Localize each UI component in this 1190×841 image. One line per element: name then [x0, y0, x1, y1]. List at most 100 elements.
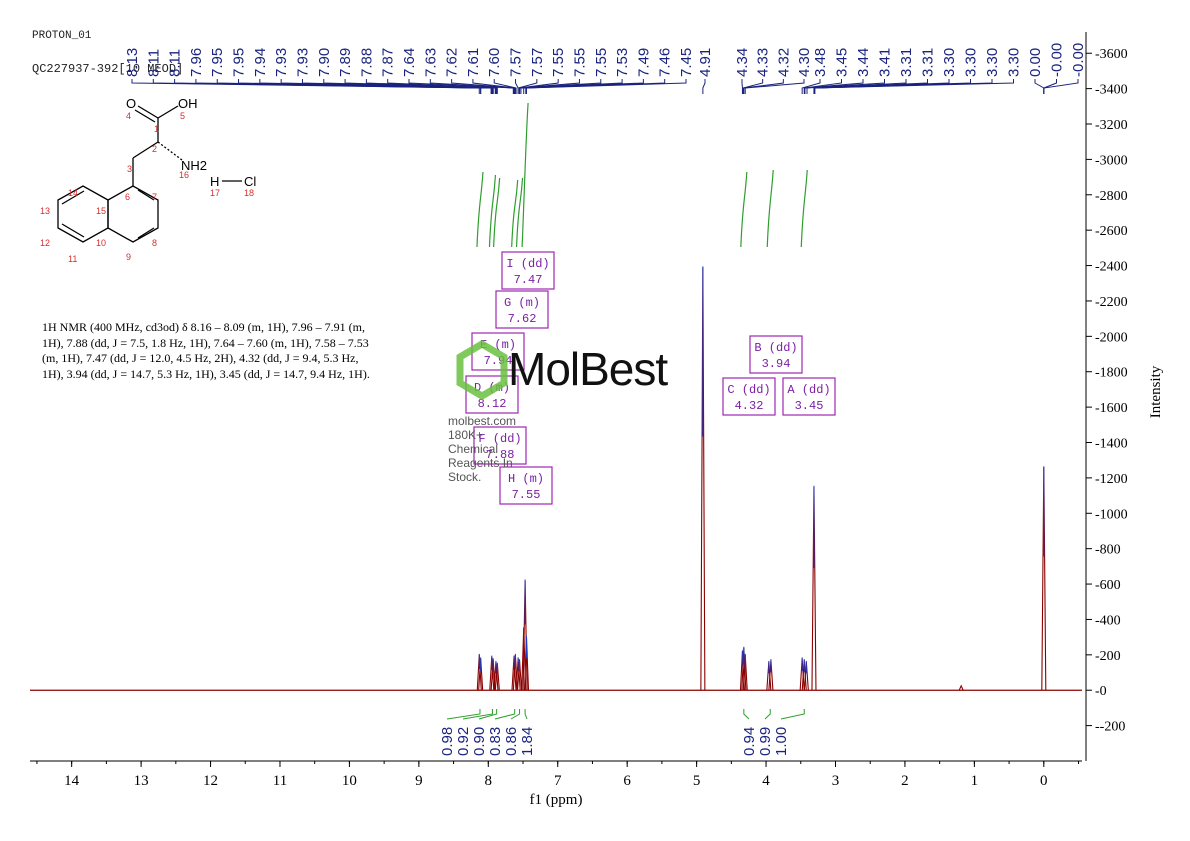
- multiplet-shift: 7.88: [486, 448, 515, 462]
- x-axis: 14 13 12 11 10 9 8 7 6 5 4 3 2 1 0 f1 (ppm): [30, 760, 1082, 808]
- peak-label: -0.00: [1070, 43, 1087, 77]
- x-tick-label: 9: [415, 773, 423, 789]
- integral-bracket: [462, 709, 493, 720]
- y-tick-label: -2400: [1095, 260, 1128, 275]
- nmr-description: 1H NMR (400 MHz, cd3od) δ 8.16 – 8.09 (m…: [42, 320, 370, 381]
- integral-value: 0.86: [503, 727, 520, 756]
- integral-value: 1.00: [773, 727, 790, 756]
- peak-label: 3.30: [984, 48, 1001, 77]
- peak-label-leader: [429, 79, 515, 94]
- integral-curve: [800, 169, 808, 248]
- peak-label: 7.53: [614, 48, 631, 77]
- y-tick-label: -1000: [1095, 507, 1128, 522]
- chemical-structure: O OH NH2 H Cl 1 2 3 4 5 6 7 8 9 10 11 12…: [40, 96, 256, 264]
- multiplet-label: E (m): [480, 338, 516, 352]
- atom-number: 10: [96, 238, 106, 248]
- peak-label: 3.30: [963, 48, 980, 77]
- atom-number: 12: [40, 238, 50, 248]
- atom-number: 16: [179, 170, 189, 180]
- atom-number: 15: [96, 206, 106, 216]
- peak-label-leader: [806, 79, 885, 94]
- integral-value: 0.92: [455, 727, 472, 756]
- peak-label-leader: [408, 79, 514, 94]
- peak-label: 7.55: [550, 48, 567, 77]
- multiplet-shift: 4.32: [735, 399, 764, 413]
- peak-label: 7.90: [316, 48, 333, 77]
- integral-bracket: [764, 709, 771, 720]
- x-tick-label: 8: [485, 773, 493, 789]
- peak-label-leader: [472, 79, 516, 94]
- integral-value: 1.84: [519, 727, 536, 756]
- integral-bracket: [510, 709, 521, 720]
- x-tick-label: 7: [554, 773, 562, 789]
- integral-curve: [515, 177, 524, 248]
- multiplet-box: F (dd) 7.88: [473, 426, 527, 465]
- peak-label: 8.11: [145, 49, 162, 77]
- integral-values: 0.98 0.92 0.90 0.83 0.86 1.84 0.94 0.99 1.00: [439, 709, 805, 756]
- peak-label: 4.32: [775, 48, 792, 77]
- integral-bracket: [780, 709, 805, 720]
- peak-label: 3.45: [834, 48, 851, 77]
- peak-label: 7.45: [678, 48, 695, 77]
- atom-number: 17: [210, 188, 220, 198]
- atom-number: 18: [244, 188, 254, 198]
- x-tick-label: 14: [64, 773, 80, 789]
- x-tick-label: 6: [623, 773, 631, 789]
- y-tick-label: --200: [1095, 720, 1125, 735]
- x-tick-label: 13: [134, 773, 149, 789]
- x-tick-label: 3: [832, 773, 840, 789]
- y-tick-label: -0: [1095, 684, 1107, 699]
- peak-label: 7.63: [422, 48, 439, 77]
- peak-label-leader: [803, 79, 842, 94]
- atom-number: 1: [154, 124, 159, 134]
- peak-label: 7.95: [209, 48, 226, 77]
- integral-bracket: [446, 709, 481, 720]
- peak-label: 7.96: [188, 48, 205, 77]
- peak-label: 4.30: [796, 48, 813, 77]
- multiplet-label: A (dd): [787, 383, 830, 397]
- integral-value: 0.98: [439, 727, 456, 756]
- y-tick-label: -1400: [1095, 437, 1128, 452]
- y-tick-label: -1600: [1095, 401, 1128, 416]
- multiplet-box: I (dd) 7.47: [501, 251, 555, 290]
- multiplet-label: F (dd): [478, 432, 521, 446]
- sample-name: QC227937-392[10 MEOD]: [32, 62, 184, 76]
- atom-number: 2: [152, 144, 157, 154]
- integral-curve: [740, 171, 748, 248]
- multiplet-shift: 3.94: [762, 357, 791, 371]
- multiplet-box-frame: [722, 377, 776, 416]
- peak-label: 7.95: [231, 48, 248, 77]
- multiplet-box-frame: [782, 377, 836, 416]
- peak-label: 7.57: [508, 48, 525, 77]
- atom-number: 4: [126, 111, 131, 121]
- peak-label: 7.57: [529, 48, 546, 77]
- peak-label-leader: [387, 79, 498, 94]
- x-tick-label: 0: [1040, 773, 1048, 789]
- peak-label: 3.30: [941, 48, 958, 77]
- multiplet-label: B (dd): [754, 341, 797, 355]
- integral-bracket: [743, 709, 750, 720]
- y-tick-label: -2000: [1095, 330, 1128, 345]
- peak-label: 3.31: [920, 48, 937, 77]
- x-tick-label: 4: [762, 773, 770, 789]
- multiplet-shift: 7.94: [484, 354, 513, 368]
- peak-label: 8.13: [124, 48, 141, 77]
- peak-label: 3.48: [812, 48, 829, 77]
- y-tick-label: -1200: [1095, 472, 1128, 487]
- peak-label-leader: [525, 79, 687, 94]
- peak-labels: 8.13 8.11 8.11 7.96 7.95 7.95 7.94 7.93 7.93 7.90…: [124, 43, 1087, 94]
- multiplet-shift: 8.12: [478, 397, 507, 411]
- peak-label-leader: [520, 79, 623, 94]
- multiplet-box-frame: [501, 251, 555, 290]
- y-axis: --200 -0 -200 -400 -600 -800 -1000 -1200 -1400 -1…: [1085, 32, 1164, 761]
- atom-nh2: NH2: [181, 158, 207, 173]
- x-tick-label: 1: [971, 773, 979, 789]
- multiplet-box: D (m) 8.12: [465, 375, 519, 414]
- y-axis-label: Intensity: [1148, 365, 1164, 418]
- peak-label-leader: [742, 79, 764, 94]
- multiplet-label: I (dd): [506, 257, 549, 271]
- multiplet-box-frame: [473, 426, 527, 465]
- multiplet-shift: 7.62: [508, 312, 537, 326]
- x-tick-label: 5: [693, 773, 701, 789]
- y-tick-label: -600: [1095, 578, 1121, 593]
